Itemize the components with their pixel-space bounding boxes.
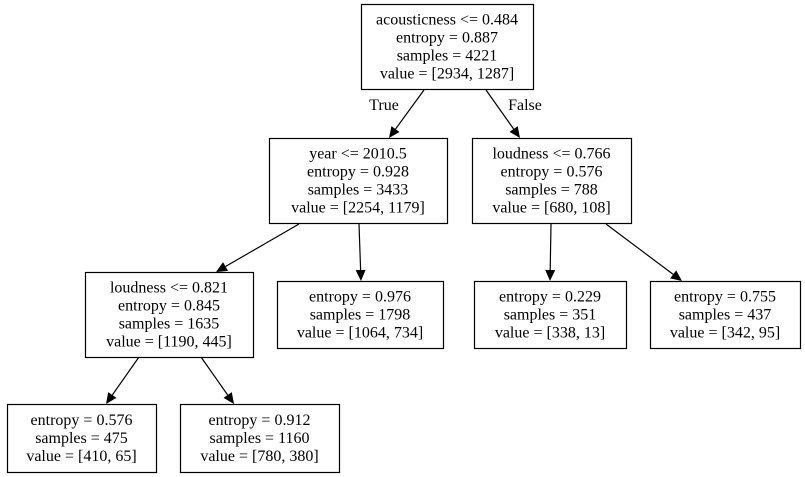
arrowhead-icon [106, 392, 117, 404]
arrowhead-icon [545, 269, 556, 281]
edge-line [111, 356, 140, 396]
node-line: samples = 437 [679, 307, 772, 324]
edge-line [225, 223, 300, 268]
edge-label-true: True [369, 97, 399, 114]
node-line: value = [1190, 445] [106, 334, 232, 351]
node-line: entropy = 0.976 [309, 289, 411, 306]
node-line: acousticness <= 0.484 [376, 12, 518, 29]
node-line: entropy = 0.755 [674, 289, 776, 306]
node-box [6, 403, 158, 474]
node-line: value = [680, 108] [492, 200, 610, 217]
node-line: entropy = 0.887 [396, 30, 498, 47]
node-box [649, 280, 802, 350]
edge-label-false: False [508, 97, 542, 114]
arrowhead-icon [670, 270, 682, 281]
node-box [268, 137, 449, 225]
node-line: samples = 3433 [308, 182, 409, 199]
edge-n1-n3 [216, 223, 300, 272]
node-line: entropy = 0.229 [499, 289, 601, 306]
edge-n3-n7 [106, 356, 140, 404]
arrowhead-icon [216, 262, 229, 272]
node-line: samples = 1160 [210, 430, 310, 447]
node-line: samples = 1798 [310, 307, 411, 324]
edge-n0-n1: True [369, 89, 425, 138]
edge-line [485, 89, 515, 130]
node-line: entropy = 0.912 [209, 412, 311, 429]
arrowhead-icon [223, 392, 234, 404]
node-box [360, 3, 535, 91]
arrowhead-icon [389, 126, 400, 138]
node-line: year <= 2010.5 [309, 146, 407, 163]
edges-layer: True False [106, 89, 682, 404]
node-line: samples = 4221 [397, 48, 498, 65]
node-line: entropy = 0.576 [501, 164, 603, 181]
node-line: value = [780, 380] [200, 448, 318, 465]
node-line: entropy = 0.845 [118, 298, 220, 315]
node-line: entropy = 0.928 [307, 164, 409, 181]
edge-n2-n5 [545, 223, 556, 281]
node-line: samples = 351 [504, 307, 597, 324]
node-box [276, 280, 445, 350]
node-line: loudness <= 0.766 [492, 146, 610, 163]
node-line: value = [2934, 1287] [380, 66, 514, 83]
arrowhead-icon [355, 269, 366, 281]
node-line: samples = 475 [35, 430, 128, 447]
node-line: value = [1064, 734] [297, 325, 423, 342]
edge-line [605, 223, 674, 275]
edge-line [200, 356, 229, 396]
edge-line [358, 223, 362, 271]
node-line: samples = 788 [505, 182, 598, 199]
node-line: value = [342, 95] [670, 325, 780, 342]
node-box [471, 137, 633, 225]
edge-line [394, 89, 425, 130]
node-line: value = [2254, 1179] [291, 200, 425, 217]
edge-line [549, 223, 552, 271]
node-line: value = [410, 65] [26, 448, 136, 465]
edge-n0-n2: False [485, 89, 542, 138]
node-line: value = [338, 13] [495, 325, 605, 342]
node-line: samples = 1635 [119, 316, 220, 333]
node-box [179, 403, 341, 474]
edge-n1-n4 [355, 223, 366, 281]
node-line: loudness <= 0.821 [110, 280, 228, 297]
node-box [84, 271, 255, 359]
arrowhead-icon [509, 126, 520, 138]
node-line: entropy = 0.576 [31, 412, 133, 429]
edge-n3-n8 [200, 356, 234, 404]
edge-n2-n6 [605, 223, 682, 281]
node-box [473, 280, 628, 350]
